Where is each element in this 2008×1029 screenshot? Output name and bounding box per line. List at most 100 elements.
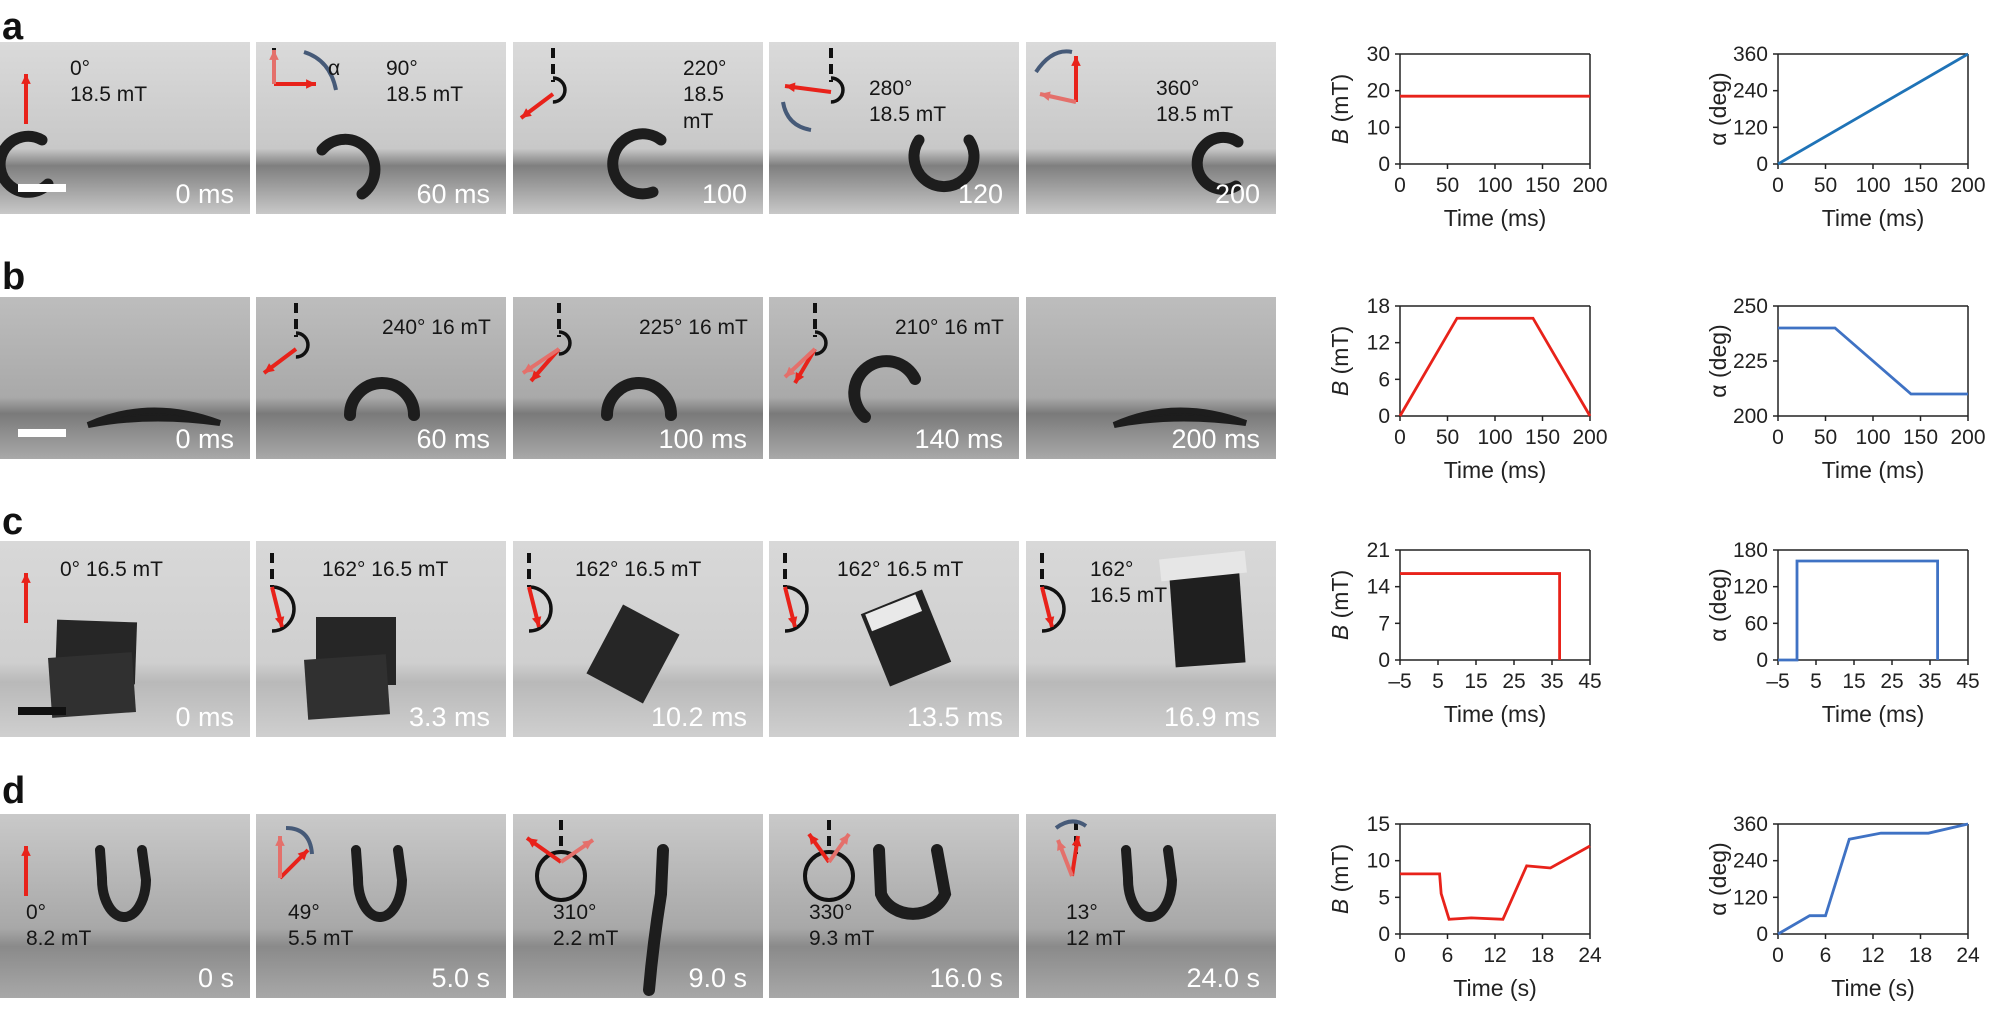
field-annotation: 49° 5.5 mT xyxy=(288,900,353,953)
field-orientation-icon-head xyxy=(274,616,285,627)
y-axis-label-unit: α (deg) xyxy=(1705,324,1731,397)
x-tick-label: 150 xyxy=(1525,426,1560,449)
robot-sample xyxy=(351,845,408,922)
robot-sample xyxy=(865,594,923,632)
robot-sample xyxy=(848,355,921,423)
rotation-direction-icon xyxy=(1034,49,1073,74)
x-axis-label: Time (ms) xyxy=(1444,701,1547,727)
field-annotation: 0° 16.5 mT xyxy=(60,557,163,583)
y-tick-label: 0 xyxy=(1378,923,1390,946)
video-frame: 240° 16 mT 60 ms xyxy=(256,297,506,459)
field-orientation-icon-head xyxy=(527,838,538,848)
field-annotation: 0° 18.5 mT xyxy=(70,56,147,109)
field-annotation-line: 280° xyxy=(869,77,913,100)
scale-bar xyxy=(18,184,66,192)
x-tick-label: 150 xyxy=(1903,426,1938,449)
frame-timestamp: 5.0 s xyxy=(431,963,490,993)
frame-background xyxy=(513,814,763,998)
y-tick-label: 225 xyxy=(1733,350,1768,373)
y-axis-label: B (mT) xyxy=(1327,326,1353,396)
field-orientation-icon-head xyxy=(1044,616,1055,627)
y-tick-label: 0 xyxy=(1756,153,1768,176)
x-tick-label: 25 xyxy=(1502,670,1525,693)
frame-timestamp: 9.0 s xyxy=(688,963,747,993)
line-chart: –5 5 15 25 35 45 0 60 120 180 Time (ms) α (deg) xyxy=(1705,539,1980,727)
previous-field-icon-head xyxy=(1057,840,1067,851)
field-annotation-line: 162° 16.5 mT xyxy=(322,558,449,581)
panel-label-d: d xyxy=(2,770,26,812)
robot-sample xyxy=(601,377,677,421)
robot-sample xyxy=(1168,558,1246,668)
x-tick-label: 200 xyxy=(1572,174,1607,197)
y-tick-label: 30 xyxy=(1367,43,1390,66)
rotation-direction-icon xyxy=(303,50,338,91)
field-annotation-line: 162° 16.5 mT xyxy=(837,558,964,581)
video-frame: 0° 16.5 mT 0 ms xyxy=(0,541,250,737)
frame-timestamp: 200 ms xyxy=(1171,424,1260,454)
field-orientation-icon-head xyxy=(521,108,532,118)
field-annotation-line: 210° 16 mT xyxy=(895,316,1004,339)
video-frame: 200 ms xyxy=(1026,297,1276,459)
field-annotation-line: 90° xyxy=(386,57,418,80)
field-annotation-line: 18.5 mT xyxy=(869,103,947,127)
y-axis-label: B (mT) xyxy=(1327,844,1353,914)
x-tick-label: 50 xyxy=(1436,174,1459,197)
video-frame: 0° 18.5 mT 0 ms xyxy=(0,42,250,214)
y-tick-label: 120 xyxy=(1733,116,1768,139)
frame-image xyxy=(256,814,506,998)
x-tick-label: 150 xyxy=(1525,174,1560,197)
angle-arc-icon xyxy=(271,585,296,633)
field-annotation-line: 49° xyxy=(288,901,320,924)
field-annotation-line: 0° 16.5 mT xyxy=(60,558,163,581)
field-annotation-line: 18.5 xyxy=(683,83,724,107)
y-axis-label-unit: (mT) xyxy=(1327,74,1353,129)
frame-timestamp: 24.0 s xyxy=(1186,963,1260,993)
x-axis-label: Time (s) xyxy=(1831,975,1914,1001)
y-tick-label: 120 xyxy=(1733,886,1768,909)
y-tick-label: 0 xyxy=(1378,153,1390,176)
x-tick-label: 6 xyxy=(1442,944,1454,967)
alpha-symbol: α xyxy=(328,57,341,80)
y-tick-label: 0 xyxy=(1756,649,1768,672)
field-annotation-line: 360° xyxy=(1156,77,1200,100)
frame-image xyxy=(513,297,763,459)
rotation-direction-icon xyxy=(1054,819,1088,830)
frame-timestamp: 10.2 ms xyxy=(650,702,747,732)
y-axis-label-unit: (mT) xyxy=(1327,570,1353,625)
angle-arc-icon xyxy=(830,76,845,104)
line-chart: 0 50 100 150 200 0 10 20 30 Time (ms) B (mT) xyxy=(1327,43,1608,231)
x-tick-label: 45 xyxy=(1956,670,1979,693)
angle-arc-icon xyxy=(814,330,828,356)
x-tick-label: 35 xyxy=(1540,670,1563,693)
x-tick-label: 100 xyxy=(1477,426,1512,449)
data-series-line xyxy=(1400,572,1562,660)
field-annotation: 162° 16.5 mT xyxy=(322,557,448,583)
y-tick-label: 0 xyxy=(1378,649,1390,672)
field-annotation-line: 0° xyxy=(70,57,91,80)
x-axis-label: Time (ms) xyxy=(1822,457,1925,483)
y-tick-label: 20 xyxy=(1367,80,1390,103)
x-tick-label: 200 xyxy=(1572,426,1607,449)
frame-timestamp: 100 ms xyxy=(658,424,747,454)
video-frame: 0° 8.2 mT 0 s xyxy=(0,814,250,998)
line-chart: 0 50 100 150 200 0 6 12 18 Time (ms) B (mT) xyxy=(1327,295,1608,483)
data-series-line xyxy=(1400,844,1591,921)
video-frame: 90° 18.5 mT α 60 ms xyxy=(256,42,506,214)
field-annotation-line: 13° xyxy=(1066,901,1098,924)
y-tick-label: 10 xyxy=(1367,116,1390,139)
frame-image xyxy=(0,541,250,737)
angle-arc-icon xyxy=(558,330,572,356)
field-annotation: 13° 12 mT xyxy=(1066,900,1126,953)
frame-image xyxy=(769,297,1019,459)
y-tick-label: 0 xyxy=(1378,405,1390,428)
y-axis-label-unit: (mT) xyxy=(1327,326,1353,381)
previous-field-icon-head xyxy=(1040,91,1051,101)
field-annotation-line: 5.5 mT xyxy=(288,927,354,951)
frame-image xyxy=(1026,541,1276,737)
frame-background xyxy=(1026,814,1276,998)
y-axis-label: α (deg) xyxy=(1705,324,1731,397)
data-series-line xyxy=(1777,52,1969,166)
field-annotation-line: 12 mT xyxy=(1066,927,1126,951)
field-orientation-icon-head xyxy=(21,74,31,84)
